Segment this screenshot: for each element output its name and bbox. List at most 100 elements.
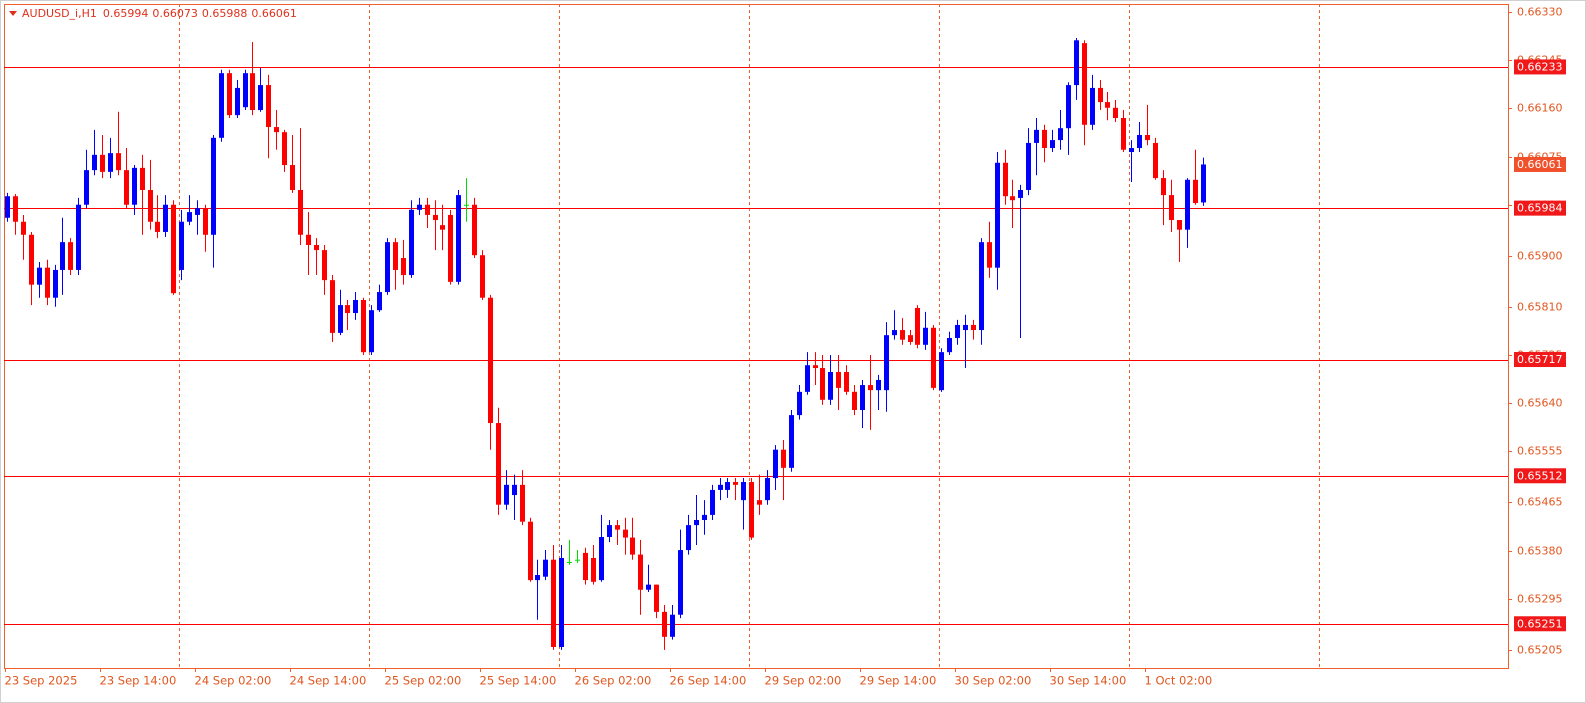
candle-body bbox=[662, 611, 667, 637]
x-tick-label: 25 Sep 14:00 bbox=[480, 674, 557, 688]
candle-body bbox=[971, 324, 976, 331]
candle-body bbox=[179, 221, 184, 270]
y-tick-label: 0.65380 bbox=[1517, 545, 1563, 558]
candle-body bbox=[686, 525, 691, 551]
candle-body bbox=[1153, 142, 1158, 179]
y-tick-label: 0.66330 bbox=[1517, 6, 1563, 19]
plot-frame bbox=[4, 4, 1509, 669]
candle-body bbox=[773, 449, 778, 479]
price-tag: 0.66061 bbox=[1517, 158, 1563, 171]
candle-body bbox=[132, 167, 137, 205]
candle-body bbox=[258, 85, 263, 111]
candle-body bbox=[591, 557, 596, 582]
level-tag: 0.66233 bbox=[1517, 60, 1563, 73]
candle-body bbox=[1058, 128, 1063, 141]
candle-body bbox=[76, 204, 81, 270]
candle-body bbox=[900, 330, 905, 340]
candle-body bbox=[836, 372, 841, 388]
candle-body bbox=[528, 521, 533, 581]
candle-body bbox=[306, 234, 311, 245]
candle-body bbox=[274, 127, 279, 133]
level-tag: 0.65984 bbox=[1517, 202, 1563, 215]
candle-body bbox=[1018, 189, 1023, 198]
low-value: 0.65988 bbox=[202, 7, 248, 20]
candle-body bbox=[211, 137, 216, 235]
candle-body bbox=[678, 550, 683, 615]
candle-body bbox=[1098, 87, 1103, 103]
candle-body bbox=[670, 614, 675, 637]
level-tag-bg bbox=[1514, 616, 1566, 632]
candle-body bbox=[559, 557, 564, 648]
x-tick-label: 1 Oct 02:00 bbox=[1145, 674, 1213, 688]
candle-body bbox=[1129, 148, 1134, 152]
candle-body bbox=[820, 368, 825, 400]
level-tag-bg bbox=[1514, 59, 1566, 75]
candle-body bbox=[1169, 195, 1174, 221]
x-tick-label: 24 Sep 02:00 bbox=[195, 674, 272, 688]
candle-body bbox=[1074, 40, 1079, 86]
candles bbox=[5, 38, 1206, 650]
candle-body bbox=[947, 337, 952, 353]
candle-body bbox=[440, 225, 445, 230]
candle-body bbox=[915, 307, 920, 345]
candle-body bbox=[1113, 107, 1118, 118]
candle-body bbox=[433, 214, 438, 221]
candle-body bbox=[480, 255, 485, 298]
y-tick-label: 0.65205 bbox=[1517, 644, 1563, 657]
x-tick-label: 29 Sep 14:00 bbox=[860, 674, 937, 688]
candle-body bbox=[116, 153, 121, 171]
candle-body bbox=[789, 415, 794, 468]
candle-body bbox=[520, 484, 525, 522]
symbol: AUDUSD_i,H1 bbox=[22, 7, 97, 20]
candle-body bbox=[163, 204, 168, 232]
candle-body bbox=[575, 559, 580, 561]
candle-body bbox=[638, 554, 643, 590]
candle-body bbox=[1121, 117, 1126, 150]
candle-body bbox=[108, 153, 113, 172]
candle-body bbox=[1105, 102, 1110, 108]
candle-body bbox=[646, 584, 651, 590]
candle-body bbox=[1177, 220, 1182, 230]
candle-body bbox=[21, 221, 26, 235]
candle-body bbox=[828, 372, 833, 400]
candle-body bbox=[931, 327, 936, 388]
candle-body bbox=[741, 482, 746, 501]
candle-body bbox=[496, 423, 501, 505]
candle-body bbox=[290, 165, 295, 190]
candle-body bbox=[908, 335, 913, 342]
y-tick-label: 0.65295 bbox=[1517, 593, 1563, 606]
candle-body bbox=[361, 299, 366, 353]
levels bbox=[4, 67, 1508, 625]
candle-body bbox=[1010, 196, 1015, 201]
candle-body bbox=[1026, 142, 1031, 190]
candle-body bbox=[939, 352, 944, 391]
y-tick-label: 0.66160 bbox=[1517, 102, 1563, 115]
candle-body bbox=[1082, 43, 1087, 125]
candle-body bbox=[884, 335, 889, 391]
candle-body bbox=[5, 196, 10, 218]
candle-body bbox=[987, 242, 992, 268]
y-tick-label: 0.65810 bbox=[1517, 301, 1563, 314]
candle-body bbox=[797, 391, 802, 416]
candle-body bbox=[995, 162, 1000, 268]
y-tick-label: 0.65465 bbox=[1517, 496, 1563, 509]
level-tag-bg bbox=[1514, 352, 1566, 368]
candle-body bbox=[417, 204, 422, 210]
chart-header: AUDUSD_i,H1 0.65994 0.66073 0.65988 0.66061 bbox=[22, 7, 297, 20]
candle-body bbox=[60, 242, 65, 270]
candle-body bbox=[535, 575, 540, 581]
menu-triangle[interactable] bbox=[9, 11, 17, 16]
grid bbox=[179, 4, 1320, 668]
candle-body bbox=[369, 310, 374, 353]
candle-body bbox=[472, 204, 477, 256]
candle-body bbox=[813, 365, 818, 369]
candle-body bbox=[219, 73, 224, 138]
candle-body bbox=[710, 489, 715, 515]
candle-body bbox=[456, 195, 461, 282]
candle-body bbox=[551, 559, 556, 648]
candle-body bbox=[1034, 129, 1039, 143]
open-value: 0.65994 bbox=[103, 7, 149, 20]
candle-body bbox=[235, 87, 240, 116]
level-tag: 0.65717 bbox=[1517, 353, 1563, 366]
